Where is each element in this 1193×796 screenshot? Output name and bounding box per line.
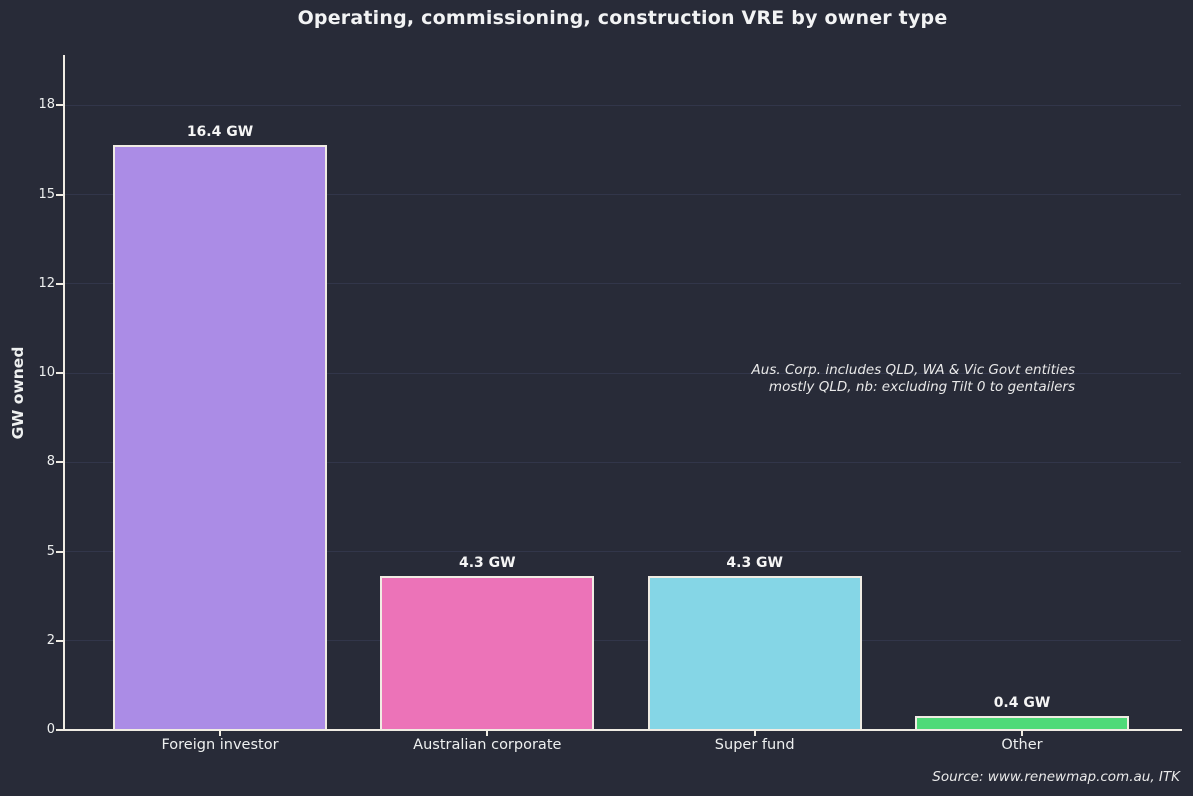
bar-super-fund — [647, 576, 862, 731]
gridline — [65, 194, 1181, 195]
y-tick-label: 8 — [46, 454, 55, 470]
x-tick-mark — [1021, 731, 1023, 736]
bar-value-label: 4.3 GW — [726, 555, 783, 571]
gridline — [65, 372, 1181, 374]
y-tick-mark — [56, 550, 63, 553]
y-tick-mark — [56, 461, 63, 464]
y-axis-label: GW owned — [9, 346, 27, 440]
y-tick-mark — [56, 639, 63, 642]
annotation-line: Aus. Corp. includes QLD, WA & Vic Govt e… — [751, 362, 1075, 378]
x-tick-mark — [753, 731, 756, 736]
category-label-other: Other — [1001, 737, 1043, 753]
gridline — [65, 104, 1181, 106]
y-tick-mark — [56, 104, 63, 107]
x-tick-mark — [486, 731, 489, 736]
category-label-super-fund: Super fund — [714, 737, 795, 753]
gridline — [65, 551, 1181, 552]
y-tick-label: 5 — [46, 543, 55, 559]
y-axis-line — [63, 55, 65, 731]
y-tick-label: 2 — [46, 632, 55, 648]
gridline — [65, 640, 1181, 642]
bar-value-label: 16.4 GW — [186, 124, 254, 140]
y-tick-mark — [56, 372, 63, 374]
y-tick-mark — [56, 729, 63, 731]
y-tick-label: 18 — [38, 97, 55, 113]
plot-area: 16.4 GW 4.3 GW 4.3 GW 0.4 GW Foreign invest… — [63, 55, 1182, 753]
bar-value-label: 4.3 GW — [458, 555, 516, 571]
bar-foreign-investor — [113, 145, 327, 731]
y-tick-mark — [56, 282, 63, 285]
y-tick-label: 0 — [46, 722, 55, 737]
chart-title: Operating, commissioning, construction V… — [297, 7, 948, 29]
category-label-foreign-investor: Foreign investor — [161, 737, 279, 753]
gridline — [65, 461, 1181, 463]
annotation-line: mostly QLD, nb: excluding Tilt 0 to gent… — [768, 378, 1075, 395]
source-note: Source: www.renewmap.com.au, ITK — [932, 769, 1180, 785]
annotation: Aus. Corp. includes QLD, WA & Vic Govt e… — [752, 362, 1075, 395]
y-tick-label: 10 — [38, 365, 55, 380]
y-tick-label: 15 — [38, 186, 55, 202]
category-label-australian-corporate: Australian corporate — [413, 737, 562, 753]
gridline — [65, 283, 1181, 285]
bar-value-label: 0.4 GW — [993, 695, 1051, 711]
y-tick-mark — [56, 193, 63, 196]
y-tick-label: 12 — [38, 275, 55, 291]
x-axis-line — [63, 729, 1182, 731]
x-tick-mark — [219, 731, 221, 736]
bar-australian-corporate — [380, 576, 595, 731]
